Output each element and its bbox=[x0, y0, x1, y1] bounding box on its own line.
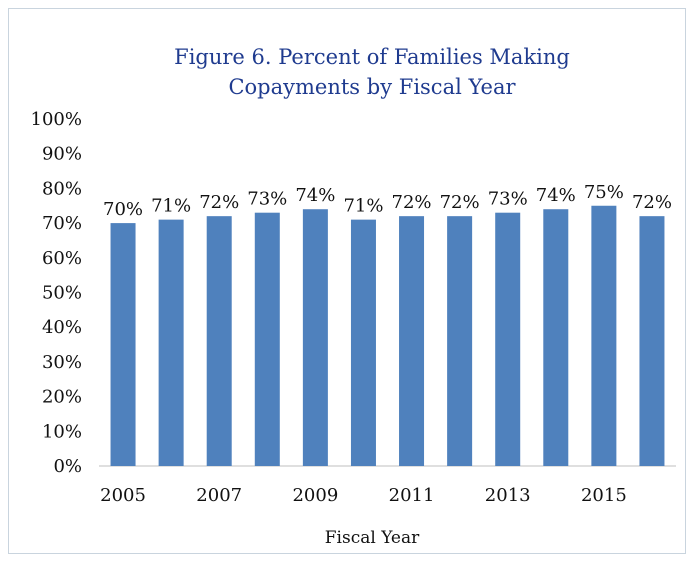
y-tick-label: 90% bbox=[42, 144, 82, 165]
data-label-2013: 73% bbox=[488, 189, 528, 210]
x-tick-label-2015: 2015 bbox=[581, 485, 627, 506]
data-label-2007: 72% bbox=[199, 192, 239, 213]
x-tick-label-2007: 2007 bbox=[196, 485, 242, 506]
bar-2009 bbox=[302, 209, 328, 466]
y-tick-label: 60% bbox=[42, 248, 82, 269]
bar-2013 bbox=[495, 212, 521, 466]
data-label-2005: 70% bbox=[103, 199, 143, 220]
y-tick-label: 100% bbox=[31, 109, 82, 130]
y-tick-label: 50% bbox=[42, 283, 82, 304]
data-label-2016: 72% bbox=[632, 192, 672, 213]
bar-2008 bbox=[254, 212, 280, 466]
y-tick-label: 10% bbox=[42, 421, 82, 442]
data-label-2006: 71% bbox=[151, 196, 191, 217]
data-label-2014: 74% bbox=[536, 185, 576, 206]
bars bbox=[110, 205, 665, 466]
data-label-2010: 71% bbox=[343, 196, 383, 217]
bar-2007 bbox=[206, 216, 232, 466]
data-label-2015: 75% bbox=[584, 182, 624, 203]
bar-2005 bbox=[110, 223, 136, 466]
y-tick-label: 30% bbox=[42, 352, 82, 373]
bar-2016 bbox=[639, 216, 665, 466]
data-label-2008: 73% bbox=[247, 189, 287, 210]
bar-2010 bbox=[350, 219, 376, 466]
x-tick-label-2005: 2005 bbox=[100, 485, 146, 506]
x-tick-label-2013: 2013 bbox=[485, 485, 531, 506]
bar-2012 bbox=[447, 216, 473, 466]
chart-title-line-1: Figure 6. Percent of Families Making bbox=[174, 45, 570, 69]
data-label-2009: 74% bbox=[295, 185, 335, 206]
x-tick-label-2011: 2011 bbox=[389, 485, 435, 506]
bar-2015 bbox=[591, 205, 617, 466]
data-labels: 70% 71% 72% 73% 74% 71% 72% 72% 73% 74% 75% 72% bbox=[103, 182, 672, 220]
y-tick-label: 0% bbox=[53, 456, 82, 477]
y-tick-label: 70% bbox=[42, 213, 82, 234]
data-label-2011: 72% bbox=[392, 192, 432, 213]
y-tick-label: 80% bbox=[42, 178, 82, 199]
y-tick-label: 40% bbox=[42, 317, 82, 338]
x-axis-ticks: 2005 2007 2009 2011 2013 2015 bbox=[100, 485, 627, 506]
y-axis-ticks: 0% 10% 20% 30% 40% 50% 60% 70% 80% 90% 100% bbox=[31, 109, 82, 477]
bar-2006 bbox=[158, 219, 184, 466]
data-label-2012: 72% bbox=[440, 192, 480, 213]
y-tick-label: 20% bbox=[42, 387, 82, 408]
chart-title-line-2: Copayments by Fiscal Year bbox=[228, 75, 516, 99]
bar-2011 bbox=[399, 216, 425, 466]
x-axis-title: Fiscal Year bbox=[325, 528, 420, 548]
bar-2014 bbox=[543, 209, 569, 466]
x-tick-label-2009: 2009 bbox=[292, 485, 338, 506]
